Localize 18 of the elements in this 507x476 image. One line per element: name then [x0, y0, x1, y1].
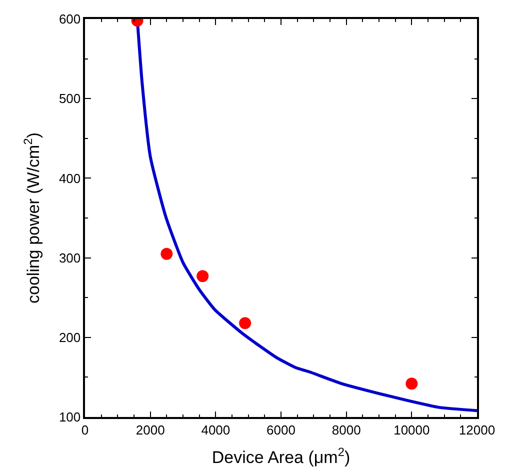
x-tick-label: 8000 — [332, 422, 361, 438]
point — [160, 248, 173, 260]
point — [406, 378, 418, 390]
point — [239, 317, 252, 330]
y-tick-label: 400 — [58, 170, 81, 186]
x-tick-label: 2000 — [136, 422, 165, 438]
x-tick-label: 6000 — [266, 422, 296, 438]
y-tick-label: 300 — [58, 250, 81, 266]
x-tick-label: 0 — [81, 422, 89, 438]
y-tick-label: 500 — [58, 91, 81, 106]
y-tick-label: 600 — [58, 12, 81, 27]
point — [196, 270, 209, 282]
x-tick-label: 12000 — [458, 422, 496, 438]
y-tick-label: 200 — [58, 330, 81, 345]
x-axis-title: Device Area (μm$^{2}$) — [212, 445, 350, 468]
x-tick-label: 10000 — [394, 422, 430, 438]
x-tick-label: 4000 — [201, 422, 230, 438]
y-tick-label: 100 — [58, 410, 81, 425]
